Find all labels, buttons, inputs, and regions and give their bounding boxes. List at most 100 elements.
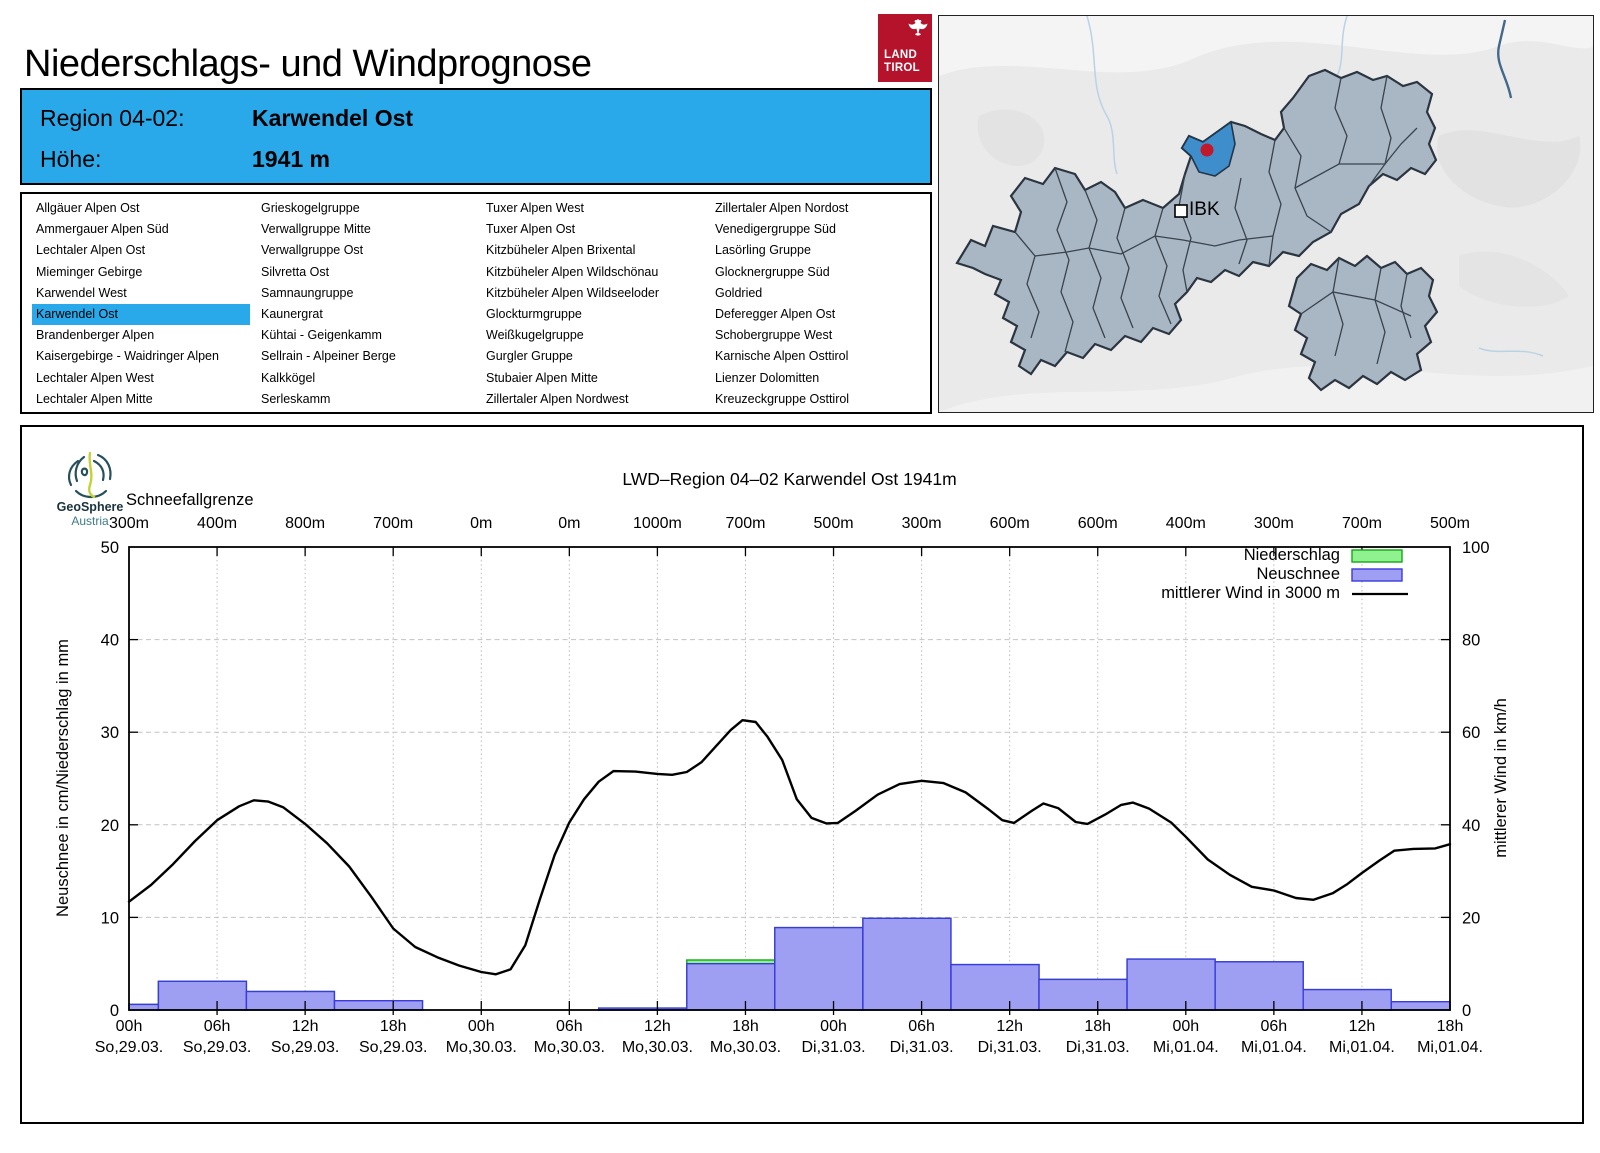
region-list-item[interactable]: Zillertaler Alpen Nordost	[715, 201, 849, 215]
forecast-chart: 0 10 20 30 40 50 0 20 40 60 80 100 00h So,29.03. 300m 0…	[54, 515, 1510, 1056]
x-axis-date-label: So,29.03.	[183, 1039, 252, 1056]
tirol-region-map: IBK	[938, 15, 1594, 413]
region-list-item[interactable]: Mieminger Gebirge	[36, 264, 143, 279]
region-list-item[interactable]: Venedigergruppe Süd	[715, 222, 836, 237]
bar-neuschnee	[950, 963, 1040, 1011]
region-list-item[interactable]: Lechtaler Alpen West	[36, 370, 154, 385]
region-list-item[interactable]: Kaisergebirge - Waidringer Alpen	[36, 349, 219, 364]
x-axis-time-label: 06h	[1261, 1018, 1288, 1035]
region-list-item[interactable]: Kreuzeckgruppe Osttirol	[715, 391, 850, 406]
x-axis-date-label: Mo,30.03.	[710, 1039, 781, 1056]
snowline-value: 300m	[1254, 515, 1294, 532]
snowline-value: 600m	[1078, 515, 1118, 532]
y-axis-right-tick-label: 60	[1462, 724, 1480, 742]
region-list-column: Zillertaler Alpen Nordost Venedigergruppe…	[711, 198, 923, 410]
region-list-item[interactable]: Grieskogelgruppe	[261, 201, 360, 215]
land-tirol-logo: LAND TIROL	[878, 14, 932, 82]
region-list-item[interactable]: Serleskamm	[261, 391, 331, 406]
region-list-item[interactable]: Glocknergruppe Süd	[715, 264, 830, 279]
region-list-item[interactable]: Lechtaler Alpen Mitte	[36, 391, 153, 406]
x-axis-date-label: So,29.03.	[359, 1039, 428, 1056]
tirol-eagle-icon	[908, 19, 928, 36]
region-list-item[interactable]: Silvretta Ost	[261, 264, 330, 279]
y-axis-right-tick-label: 20	[1462, 909, 1480, 927]
region-list-item[interactable]: Kaunergrat	[261, 306, 323, 321]
snowline-value: 500m	[814, 515, 854, 532]
map-ibk-marker	[1174, 204, 1188, 218]
x-axis-time-label: 00h	[1172, 1018, 1199, 1035]
region-list-item[interactable]: Kitzbüheler Alpen Brixental	[486, 243, 636, 258]
snowline-value: 700m	[373, 515, 413, 532]
region-list-item[interactable]: Karnische Alpen Osttirol	[715, 349, 849, 364]
map-svg: IBK	[939, 16, 1593, 412]
map-river-inn	[1497, 19, 1513, 99]
map-rivers	[1086, 16, 1544, 357]
x-axis-date-label: Di,31.03.	[978, 1039, 1042, 1056]
y-axis-right-tick-label: 40	[1462, 817, 1480, 835]
x-axis-time-label: 18h	[380, 1018, 407, 1035]
plot-border	[128, 546, 1451, 1011]
region-list-item[interactable]: Glockturmgruppe	[486, 306, 582, 321]
bar-neuschnee	[157, 980, 248, 1011]
region-list-item[interactable]: Deferegger Alpen Ost	[715, 306, 836, 321]
region-list-item[interactable]: Brandenberger Alpen	[36, 328, 155, 343]
y-axis-right-title: mittlerer Wind in km/h	[1492, 698, 1510, 858]
y-axis-right-tick-label: 0	[1462, 1002, 1471, 1020]
region-list-item-selected[interactable]: Karwendel Ost	[32, 303, 250, 326]
region-list-item[interactable]: Ammergauer Alpen Süd	[36, 222, 169, 237]
y-axis-left-tick-label: 30	[101, 724, 119, 742]
region-list-item[interactable]: Tuxer Alpen West	[486, 201, 584, 215]
x-axis-date-label: So,29.03.	[95, 1039, 164, 1056]
map-region-borders	[1014, 75, 1418, 353]
x-axis-date-label: Di,31.03.	[1066, 1039, 1130, 1056]
region-label: Region 04-02:	[40, 105, 185, 131]
map-location-marker	[1200, 143, 1214, 157]
bar-neuschnee	[1390, 1001, 1451, 1011]
region-list-item[interactable]: Sellrain - Alpeiner Berge	[261, 349, 396, 364]
x-axis-time-label: 12h	[1349, 1018, 1376, 1035]
region-list-item[interactable]: Allgäuer Alpen Ost	[36, 201, 140, 215]
region-list-item[interactable]: Goldried	[715, 285, 763, 300]
snowline-value: 400m	[197, 515, 237, 532]
region-list-item[interactable]: Kitzbüheler Alpen Wildschönau	[486, 264, 659, 279]
region-info-box: Region 04-02: Karwendel Ost Höhe: 1941 m	[20, 88, 932, 185]
region-list-item[interactable]: Gurgler Gruppe	[486, 349, 573, 364]
region-list-item[interactable]: Lechtaler Alpen Ost	[36, 243, 146, 258]
legend-label: mittlerer Wind in 3000 m	[1161, 584, 1340, 602]
map-main-cluster	[955, 68, 1438, 376]
y-axis-left-tick-label: 10	[101, 909, 119, 927]
region-list-item[interactable]: Tuxer Alpen Ost	[486, 222, 576, 237]
snowline-value: 800m	[285, 515, 325, 532]
x-axis-time-label: 00h	[116, 1018, 143, 1035]
region-list-item[interactable]: Kühtai - Geigenkamm	[261, 328, 382, 343]
region-list-item[interactable]: Karwendel West	[36, 285, 127, 300]
region-list-item[interactable]: Schobergruppe West	[715, 328, 833, 343]
region-list-item[interactable]: Weißkugelgruppe	[486, 328, 584, 343]
geosphere-country: Austria	[71, 514, 109, 528]
region-list-item[interactable]: Lienzer Dolomitten	[715, 370, 820, 385]
y-axis-right-tick-label: 100	[1462, 539, 1490, 557]
snowline-label: Schneefallgrenze	[126, 491, 254, 509]
region-list-item[interactable]: Kitzbüheler Alpen Wildseeloder	[486, 285, 660, 300]
geosphere-name: GeoSphere	[57, 500, 124, 514]
region-list-item[interactable]: Samnaungruppe	[261, 285, 354, 300]
y-axis-left-tick-label: 0	[110, 1002, 119, 1020]
region-list-item[interactable]: Zillertaler Alpen Nordwest	[486, 391, 629, 406]
bar-neuschnee	[1126, 958, 1216, 1011]
legend-swatch	[1351, 568, 1403, 582]
x-axis-date-label: Di,31.03.	[802, 1039, 866, 1056]
region-list-item[interactable]: Lasörling Gruppe	[715, 243, 811, 258]
region-list-column: Tuxer Alpen West Tuxer Alpen Ost Kitzbühel…	[482, 198, 704, 410]
snowline-value: 500m	[1430, 515, 1470, 532]
snowline-value: 1000m	[633, 515, 682, 532]
bar-neuschnee	[1214, 961, 1304, 1011]
region-list-item[interactable]: Kalkkögel	[261, 370, 316, 385]
snowline-value: 0m	[558, 515, 580, 532]
region-list-item[interactable]: Verwallgruppe Mitte	[261, 222, 371, 237]
region-name: Karwendel Ost	[252, 105, 414, 131]
altitude-value: 1941 m	[252, 146, 331, 172]
region-list-item[interactable]: Verwallgruppe Ost	[261, 243, 364, 258]
page-title: Niederschlags- und Windprognose	[24, 43, 592, 86]
region-list-item[interactable]: Stubaier Alpen Mitte	[486, 370, 598, 385]
snowline-value: 700m	[1342, 515, 1382, 532]
